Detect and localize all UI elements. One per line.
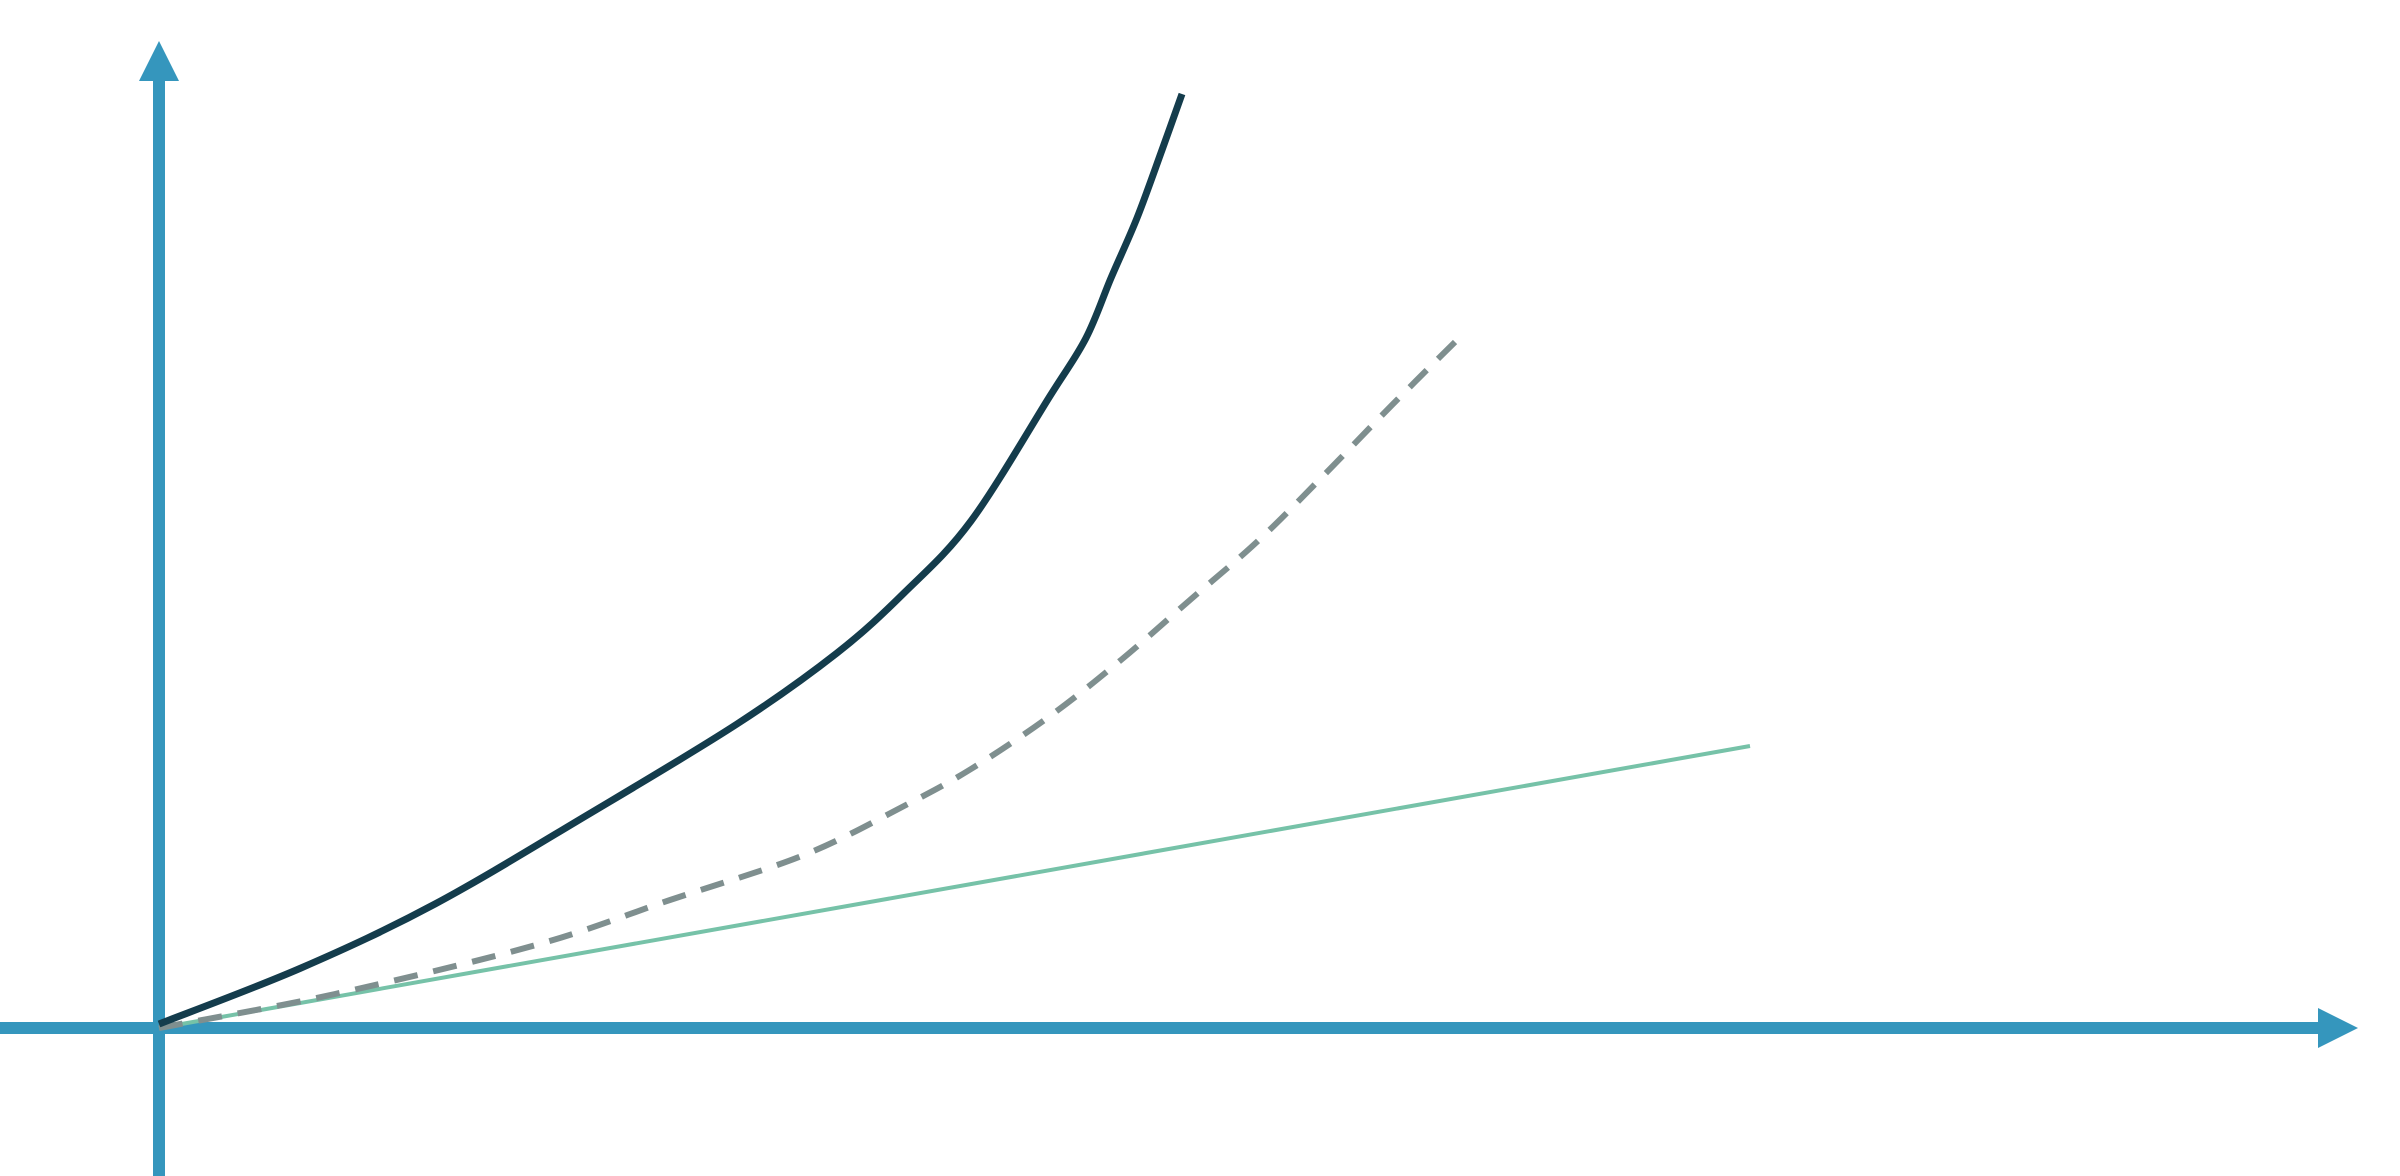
- steep-curve: [157, 92, 1186, 1028]
- linear-line: [158, 744, 1751, 1030]
- moderate-dashed-curve: [158, 336, 1461, 1031]
- y-axis-arrowhead: [139, 41, 179, 81]
- x-axis-arrowhead: [2318, 1008, 2358, 1048]
